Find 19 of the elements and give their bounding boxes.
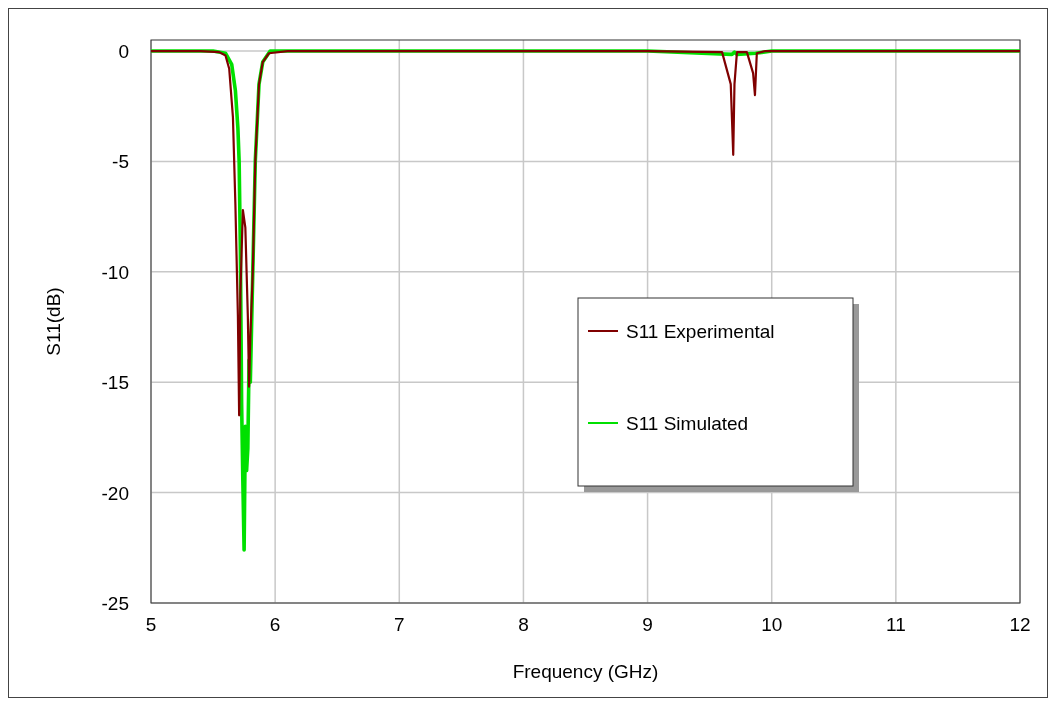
legend-label: S11 Simulated	[626, 413, 749, 434]
y-tick-label: -15	[101, 372, 129, 394]
y-tick-label: -20	[101, 482, 129, 504]
y-tick-label: -25	[101, 593, 129, 614]
y-tick-label: -5	[112, 151, 129, 173]
x-tick-label: 10	[761, 614, 783, 635]
x-tick-label: 6	[269, 614, 281, 635]
y-tick-label: -10	[101, 261, 129, 283]
y-tick-label: 0	[118, 41, 129, 63]
x-tick-label: 12	[1009, 614, 1031, 635]
line-series	[149, 49, 1022, 417]
y-axis-title: S11(dB)	[43, 287, 64, 356]
x-tick-label: 7	[394, 614, 405, 635]
x-tick-label: 11	[885, 614, 906, 635]
x-tick-label: 9	[642, 614, 653, 635]
x-tick-label: 8	[518, 614, 529, 635]
x-axis-title: Frequency (GHz)	[512, 661, 659, 682]
x-tick-label: 5	[145, 614, 157, 635]
legend-label: S11 Experimental	[626, 321, 775, 342]
